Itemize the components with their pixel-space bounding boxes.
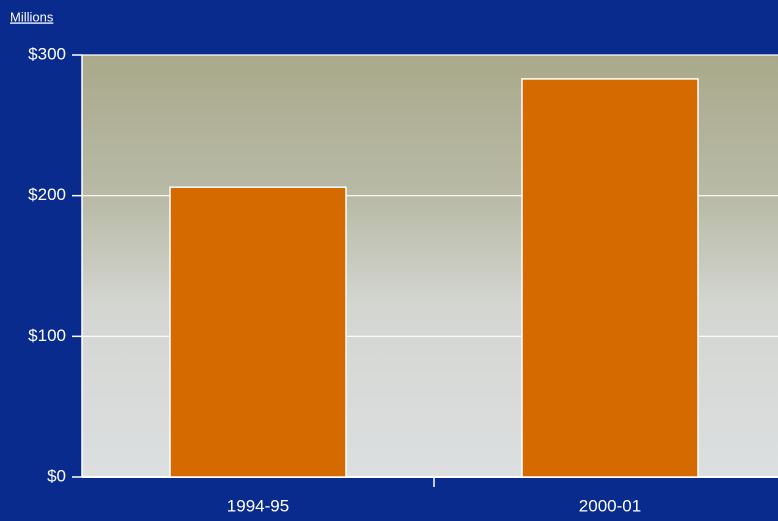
y-tick-label: $0: [47, 466, 66, 485]
x-tick-label: 1994-95: [227, 496, 289, 515]
x-tick-label: 2000-01: [579, 496, 641, 515]
bar: [521, 78, 699, 478]
y-tick-label: $300: [28, 44, 66, 63]
y-axis-label: Millions: [10, 9, 54, 24]
y-tick-label: $100: [28, 326, 66, 345]
bar: [169, 186, 347, 478]
y-tick-label: $200: [28, 185, 66, 204]
